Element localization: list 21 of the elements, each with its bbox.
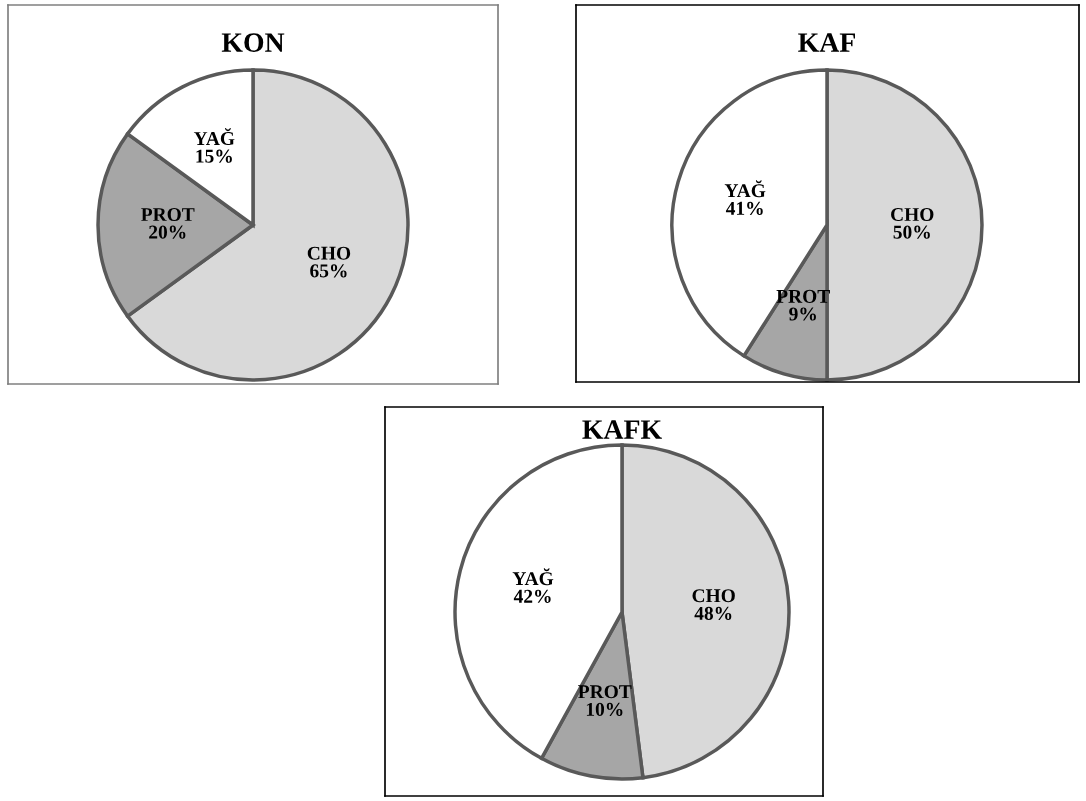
slice-label: YAĞ	[193, 128, 235, 146]
data-label: 9%	[789, 307, 816, 321]
data-label: 20%	[149, 225, 186, 239]
slice-label: YAĞ	[724, 180, 766, 198]
slice-label: PROT	[776, 289, 830, 303]
slice-label: PROT	[141, 207, 195, 222]
data-label: 65%	[310, 264, 347, 278]
chart-title: KAF	[798, 33, 855, 52]
data-label: 48%	[694, 606, 732, 620]
data-label: 42%	[513, 589, 551, 603]
slice-label: PROT	[578, 685, 632, 699]
slice-label: CHO	[307, 246, 351, 260]
chart-title: KAFK	[582, 420, 662, 439]
data-label: 15%	[196, 149, 232, 163]
slice-label: CHO	[891, 207, 934, 222]
data-label: 10%	[586, 702, 623, 716]
chart-title: KON	[221, 33, 285, 52]
data-label: 50%	[893, 225, 930, 239]
data-label: 41%	[725, 201, 763, 215]
slice-label: YAĞ	[512, 568, 554, 586]
slice-label: CHO	[692, 589, 735, 603]
